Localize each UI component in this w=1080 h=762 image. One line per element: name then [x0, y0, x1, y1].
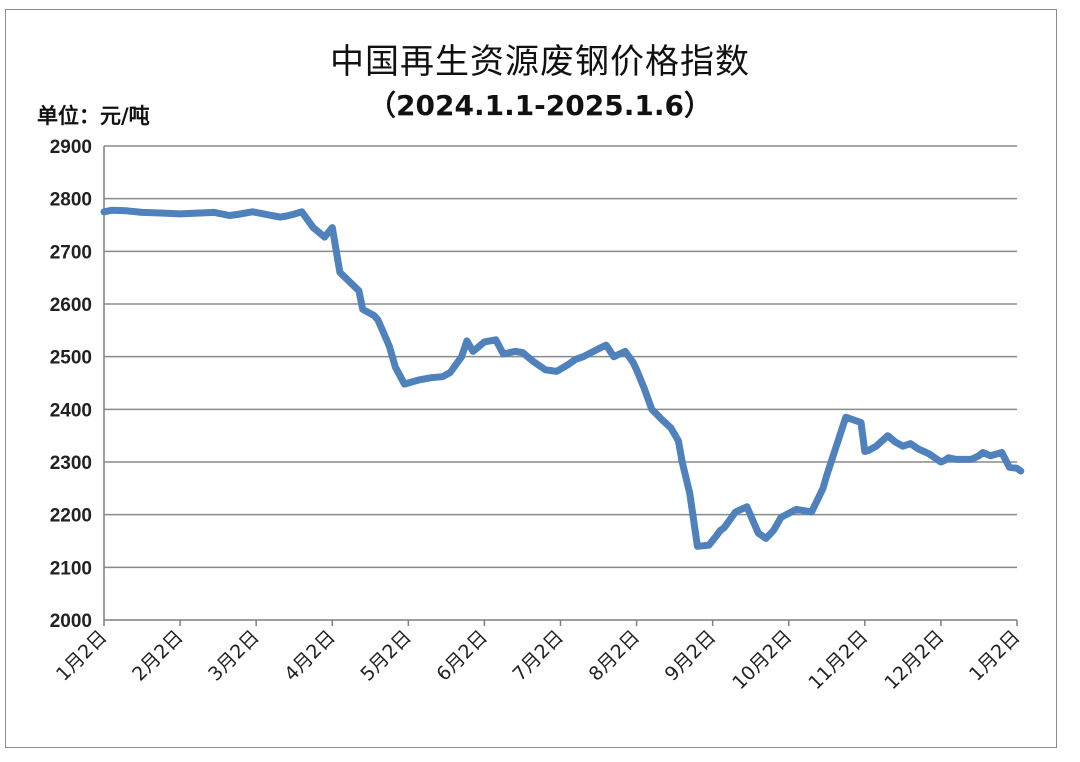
chart-title: 中国再生资源废钢价格指数: [330, 42, 750, 82]
x-tick-label: 1月2日: [52, 626, 112, 686]
y-tick-label: 2300: [50, 453, 92, 474]
x-tick-label: 5月2日: [356, 626, 416, 686]
y-tick-label: 2000: [50, 611, 92, 632]
unit-label: 单位：元/吨: [37, 104, 150, 128]
x-tick-label: 7月2日: [509, 626, 569, 686]
y-tick-label: 2700: [50, 242, 92, 263]
x-tick-label: 6月2日: [432, 626, 492, 686]
y-tick-label: 2800: [50, 190, 92, 211]
y-tick-label: 2500: [50, 348, 92, 369]
x-tick-label: 2月2日: [128, 626, 188, 686]
x-tick-label: 3月2日: [204, 626, 264, 686]
x-tick-label: 1月2日: [965, 626, 1025, 686]
x-tick-label: 12月2日: [880, 626, 948, 694]
y-tick-label: 2600: [50, 295, 92, 316]
y-tick-label: 2200: [50, 506, 92, 527]
y-tick-label: 2400: [50, 400, 92, 421]
x-tick-label: 9月2日: [661, 626, 721, 686]
x-tick-label: 8月2日: [585, 626, 645, 686]
chart-subtitle: （2024.1.1-2025.1.6）: [368, 89, 712, 122]
x-tick-label: 11月2日: [804, 626, 872, 694]
x-tick-label: 4月2日: [280, 626, 340, 686]
y-tick-label: 2100: [50, 558, 92, 579]
y-tick-label: 2900: [50, 137, 92, 158]
series-line: [100, 206, 1025, 550]
x-tick-label: 10月2日: [728, 626, 796, 694]
